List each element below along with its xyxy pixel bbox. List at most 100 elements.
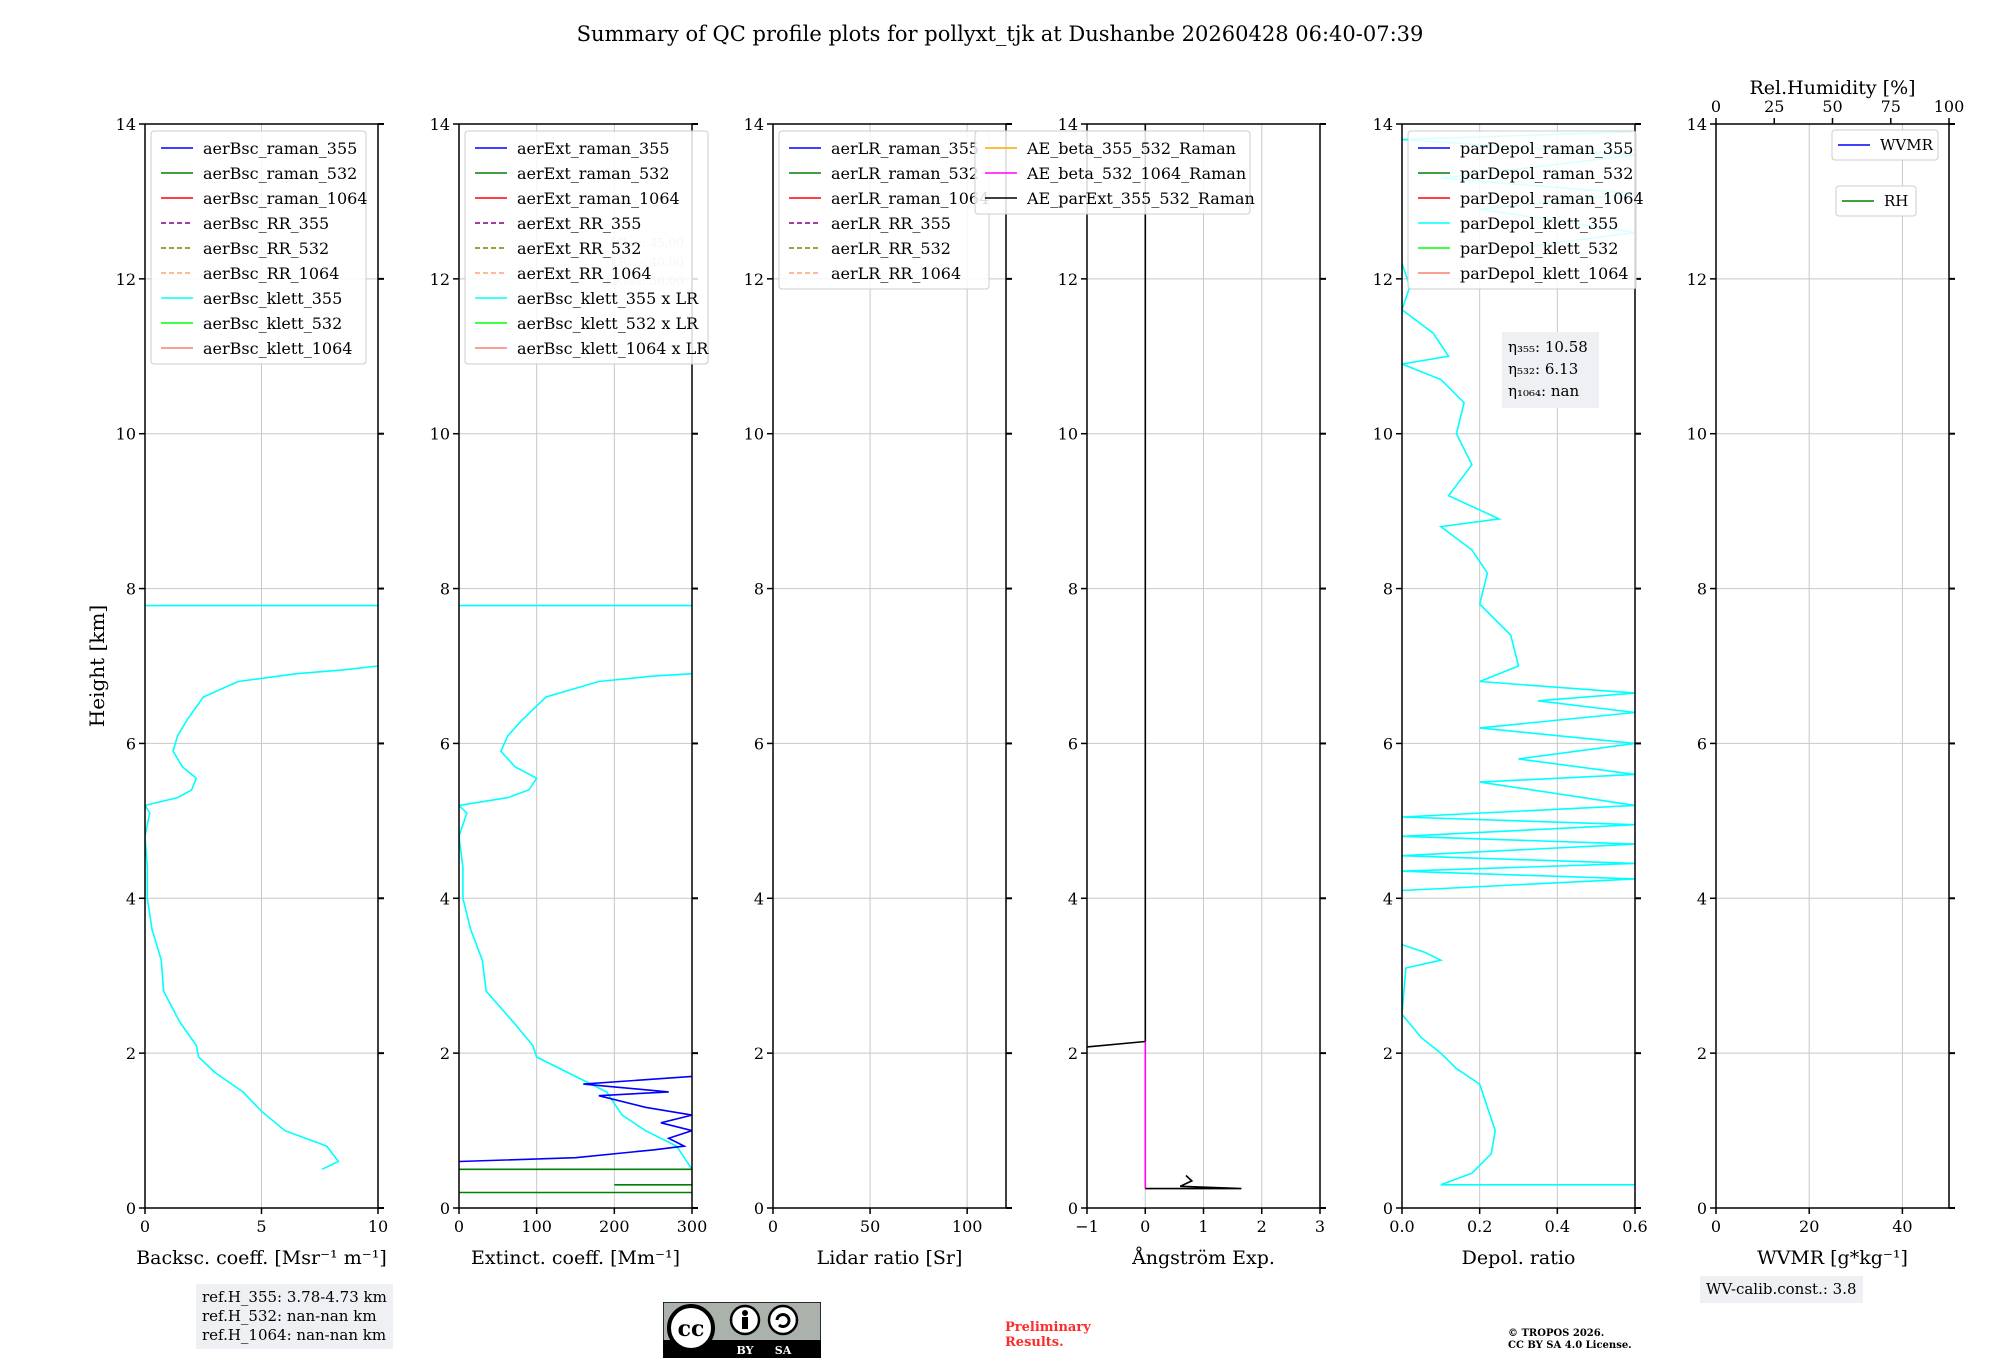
legend-label: parDepol_klett_1064 [1460, 264, 1629, 283]
preliminary-note: Preliminary Results. [1005, 1320, 1091, 1350]
y-tick-label: 0 [1697, 1199, 1707, 1218]
legend-label: aerBsc_RR_532 [203, 239, 329, 258]
y-tick-label: 4 [440, 889, 450, 908]
copyright-line-2: CC BY SA 4.0 License. [1508, 1340, 1632, 1351]
legend-box [150, 130, 367, 365]
cc-license-badge: cc BY SA [662, 1301, 822, 1362]
legend-label: parDepol_klett_355 [1460, 214, 1618, 233]
y-tick-label: 2 [1697, 1044, 1707, 1063]
legend: AE_beta_355_532_Raman AE_beta_532_1064_Ra… [974, 130, 1255, 215]
cc-by-label: BY [737, 1344, 754, 1357]
y-tick-label: 14 [430, 115, 450, 134]
x-axis-label: Backsc. coeff. [Msr⁻¹ m⁻¹] [136, 1247, 387, 1269]
legend-label: parDepol_raman_355 [1460, 139, 1633, 158]
y-tick-label: 4 [1697, 889, 1707, 908]
legend-label: aerBsc_klett_355 x LR [517, 289, 699, 308]
y-tick-label: 6 [126, 734, 136, 753]
legend-label: aerLR_raman_355 [831, 139, 979, 158]
y-tick-label: 8 [440, 580, 450, 599]
legend-label: aerBsc_RR_355 [203, 214, 329, 233]
y-tick-label: 10 [1058, 425, 1078, 444]
legend-box [1831, 129, 1939, 161]
x-tick-label: 0 [140, 1217, 150, 1236]
eta-annotation: η₅₃₂: 6.13 [1508, 360, 1578, 378]
x-tick-label: 100 [952, 1217, 983, 1236]
legend-label: aerBsc_raman_355 [203, 139, 357, 158]
y-tick-label: 14 [116, 115, 136, 134]
y-tick-label: 8 [1068, 580, 1078, 599]
legend-label: WVMR [1880, 136, 1934, 154]
x-tick-label: 300 [677, 1217, 708, 1236]
y-tick-label: 10 [744, 425, 764, 444]
series-AE_parExt_355_532_Raman [1145, 1174, 1242, 1190]
y-tick-label: 14 [1058, 115, 1078, 134]
x-tick-label: 200 [599, 1217, 630, 1236]
series-group [1402, 130, 1635, 1186]
legend-label: aerBsc_RR_1064 [203, 264, 339, 283]
y-tick-label: 2 [754, 1044, 764, 1063]
y-tick-label: 8 [1697, 580, 1707, 599]
y-tick-label: 2 [1068, 1044, 1078, 1063]
preliminary-line-1: Preliminary [1005, 1320, 1091, 1335]
y-tick-label: 0 [440, 1199, 450, 1218]
y-tick-label: 6 [1068, 734, 1078, 753]
y-tick-label: 14 [1687, 115, 1707, 134]
y-axis-label: Height [km] [85, 605, 109, 727]
y-tick-label: 6 [1697, 734, 1707, 753]
y-tick-label: 4 [754, 889, 764, 908]
legend-label: parDepol_raman_1064 [1460, 189, 1644, 208]
x-tick-label: 40 [1892, 1217, 1912, 1236]
x-axis-label: Extinct. coeff. [Mm⁻¹] [471, 1247, 680, 1269]
legend-label: RH [1884, 192, 1908, 210]
figure-title: Summary of QC profile plots for pollyxt_… [576, 22, 1424, 46]
eta-annotation: η₁₀₆₄: nan [1508, 382, 1579, 400]
series-parDepol_klett_355 [1402, 263, 1635, 892]
x-tick-label: 100 [521, 1217, 552, 1236]
y-tick-label: 12 [1687, 270, 1707, 289]
legend-label: aerExt_RR_355 [517, 214, 641, 233]
y-tick-label: 12 [1058, 270, 1078, 289]
legend-label: aerExt_RR_532 [517, 239, 641, 258]
x-tick-label: 3 [1315, 1217, 1325, 1236]
series-AE_parExt_355_532_Raman [1087, 124, 1147, 1048]
y-tick-label: 8 [1383, 580, 1393, 599]
series-group [459, 604, 692, 1194]
legend: aerBsc_raman_355 aerBsc_raman_532 aerBsc_r… [150, 130, 368, 365]
legend-box [464, 130, 709, 365]
legend-label: aerLR_RR_532 [831, 239, 951, 258]
x-axis-label: Lidar ratio [Sr] [817, 1247, 963, 1269]
eta-box [1502, 332, 1599, 408]
series-aerBsc_klett_355 [145, 665, 378, 1171]
copyright-line-1: © TROPOS 2026. [1508, 1328, 1605, 1339]
x2-tick-label: 0 [1711, 97, 1721, 116]
y-tick-label: 0 [1383, 1199, 1393, 1218]
series-group [145, 604, 378, 1171]
legend-label: AE_beta_355_532_Raman [1026, 139, 1236, 158]
y-tick-label: 12 [116, 270, 136, 289]
legend-box [974, 130, 1251, 215]
x-tick-label: 2 [1257, 1217, 1267, 1236]
legend-label: aerExt_raman_1064 [517, 189, 680, 208]
x2-tick-label: 100 [1934, 97, 1965, 116]
legend-item: RH [1835, 185, 1917, 217]
x-tick-label: 0 [1711, 1217, 1721, 1236]
legend: aerExt_raman_355 aerExt_raman_532 aerExt_r… [464, 130, 709, 365]
x-tick-label: 1 [1198, 1217, 1208, 1236]
series-parDepol_klett_355 [1402, 943, 1635, 1186]
x-tick-label: 0.0 [1389, 1217, 1414, 1236]
x-tick-label: 10 [368, 1217, 388, 1236]
y-tick-label: 10 [116, 425, 136, 444]
x-tick-label: 50 [860, 1217, 880, 1236]
x-tick-label: 0 [454, 1217, 464, 1236]
legend-label: aerBsc_klett_532 x LR [517, 314, 699, 333]
y-tick-label: 2 [126, 1044, 136, 1063]
x-tick-label: 0.6 [1622, 1217, 1647, 1236]
legend-label: aerExt_raman_532 [517, 164, 670, 183]
legend: parDepol_raman_355 parDepol_raman_532 parD… [1407, 130, 1644, 290]
x-tick-label: 0.2 [1467, 1217, 1492, 1236]
x-tick-label: 20 [1799, 1217, 1819, 1236]
series-group [1087, 124, 1242, 1190]
legend-box [1835, 185, 1917, 217]
